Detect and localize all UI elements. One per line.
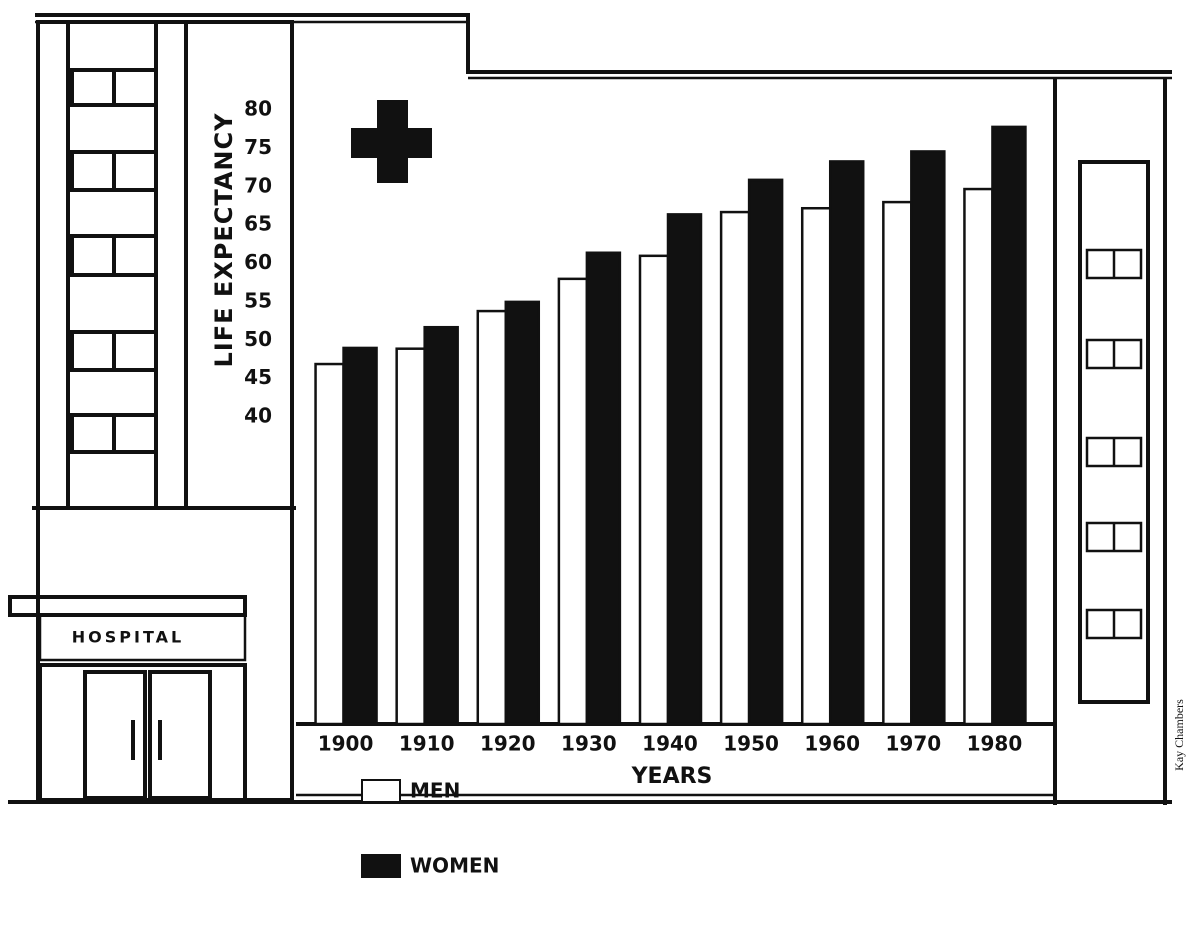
bar xyxy=(964,189,992,724)
bar xyxy=(802,208,830,724)
credit: Kay Chambers xyxy=(1172,699,1186,771)
y-tick-label: 55 xyxy=(244,288,272,312)
x-tick-label: 1980 xyxy=(967,732,1023,756)
x-tick-label: 1910 xyxy=(399,732,455,756)
y-tick-label: 75 xyxy=(244,135,272,159)
x-tick-label: 1940 xyxy=(642,732,698,756)
y-tick-label: 70 xyxy=(244,173,272,197)
y-tick-label: 45 xyxy=(244,365,272,389)
bar xyxy=(721,212,749,724)
legend-label: WOMEN xyxy=(410,854,499,878)
chart: HOSPITAL LIFE EXPECTANCY YEARS Kay Chamb… xyxy=(0,0,1186,944)
bar xyxy=(830,161,863,724)
x-tick-label: 1960 xyxy=(804,732,860,756)
bar xyxy=(344,348,377,724)
y-tick-label: 40 xyxy=(244,404,272,428)
x-tick-label: 1920 xyxy=(480,732,536,756)
bar xyxy=(668,214,701,724)
legend-swatch xyxy=(362,780,400,802)
x-tick-label: 1970 xyxy=(885,732,941,756)
y-tick-label: 65 xyxy=(244,212,272,236)
legend-swatch xyxy=(362,855,400,877)
y-tick-label: 80 xyxy=(244,97,272,121)
bar xyxy=(506,302,539,724)
red-cross xyxy=(351,100,432,183)
y-tick-label: 60 xyxy=(244,250,272,274)
bar xyxy=(478,311,506,724)
x-tick-label: 1900 xyxy=(318,732,374,756)
x-axis-label: YEARS xyxy=(631,764,713,789)
bar xyxy=(559,279,587,724)
x-tick-label: 1930 xyxy=(561,732,617,756)
legend-label: MEN xyxy=(410,779,460,803)
bar xyxy=(640,256,668,724)
y-axis-label: LIFE EXPECTANCY xyxy=(210,112,238,367)
x-tick-label: 1950 xyxy=(723,732,779,756)
page: HOSPITAL LIFE EXPECTANCY YEARS Kay Chamb… xyxy=(0,0,1186,944)
bar xyxy=(397,349,425,724)
bar xyxy=(749,180,782,724)
y-tick-label: 50 xyxy=(244,327,272,351)
bar xyxy=(587,253,620,724)
bar xyxy=(316,364,344,724)
hospital-sign: HOSPITAL xyxy=(72,628,184,647)
bar xyxy=(883,202,911,724)
bar xyxy=(992,127,1025,724)
bar xyxy=(425,327,458,724)
bar xyxy=(911,151,944,724)
